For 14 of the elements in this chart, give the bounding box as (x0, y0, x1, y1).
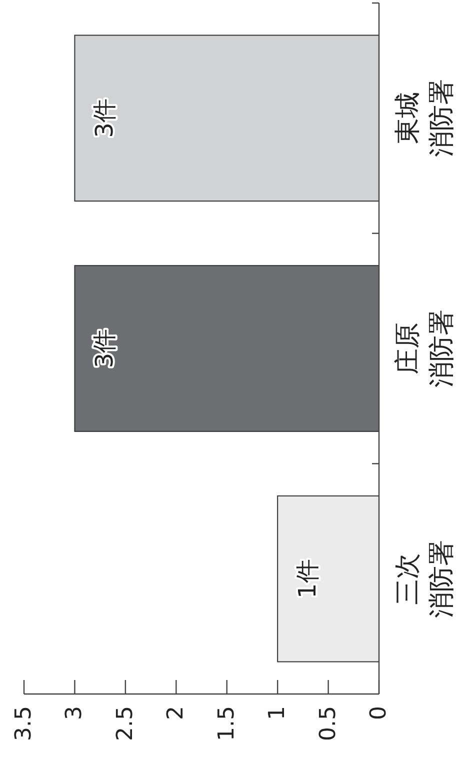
data-label: 3件 (90, 328, 119, 368)
x-tick-label: 1.5 (214, 706, 240, 741)
x-tick-label: 1 (265, 706, 290, 720)
x-tick-label: 2.5 (112, 706, 138, 741)
x-tick-label: 3 (62, 706, 88, 720)
data-label: 3件 (90, 98, 119, 138)
data-label: 1件 (294, 559, 322, 598)
y-tick-label: 東城消防署 (393, 79, 457, 158)
y-tick-label: 庄原消防署 (393, 310, 457, 388)
x-tick-label: 3.5 (12, 706, 36, 741)
x-tick-label: 2 (164, 706, 189, 720)
x-tick-label: 0.5 (316, 706, 341, 741)
y-tick-label: 三次消防署 (393, 540, 457, 618)
x-tick-label: 0 (366, 706, 392, 720)
